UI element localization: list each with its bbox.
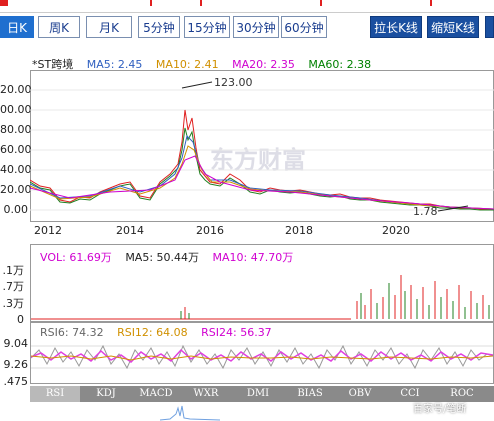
rsi24-label: RSI24: 56.37 xyxy=(201,326,272,339)
price-chart xyxy=(30,81,494,212)
price-tick: 60.00 xyxy=(0,143,32,156)
tab-60min[interactable]: 60分钟 xyxy=(281,16,327,38)
stock-name: *ST跨境 xyxy=(32,58,74,71)
low-label: 1.78 xyxy=(413,205,438,218)
rsi-tick: .475 xyxy=(3,375,29,388)
vol-tick: .7万 xyxy=(2,280,25,293)
mini-chart xyxy=(160,405,220,421)
watermark: 东方财富 xyxy=(210,146,306,174)
rsi-tick: 9.26 xyxy=(3,358,29,371)
price-tick: 40.00 xyxy=(0,163,32,176)
vol-label: VOL: 61.69万 xyxy=(40,251,112,264)
vol-tick: .1万 xyxy=(2,264,25,277)
tab-monthly[interactable]: 月K xyxy=(86,16,132,38)
rsi-chart xyxy=(31,344,493,370)
tab-daily[interactable]: 日K xyxy=(0,16,34,38)
indicator-tab-bias[interactable]: BIAS xyxy=(297,388,323,399)
tab-5min[interactable]: 5分钟 xyxy=(138,16,180,38)
year-label: 2018 xyxy=(285,224,313,237)
vol-ma10-label: MA10: 47.70万 xyxy=(212,251,294,264)
credit-label: 百家号/笔断 xyxy=(413,404,467,415)
price-tick: 20.00 xyxy=(0,183,32,196)
tab-15min[interactable]: 15分钟 xyxy=(184,16,230,38)
extra-button[interactable] xyxy=(485,16,494,38)
year-label: 2014 xyxy=(116,224,144,237)
ma-line xyxy=(30,155,494,210)
indicator-tab-rsi[interactable]: RSI xyxy=(30,386,80,402)
ma10-label: MA10: 2.41 xyxy=(155,58,219,71)
indicator-tab-kdj[interactable]: KDJ xyxy=(96,388,116,399)
indicator-tab-dmi[interactable]: DMI xyxy=(246,388,270,399)
indicator-tab-macd[interactable]: MACD xyxy=(139,388,173,399)
price-line-lower xyxy=(30,127,494,211)
indicator-tab-roc[interactable]: ROC xyxy=(450,388,474,399)
vol-tick: .3万 xyxy=(2,297,25,310)
price-tick: 00.00 xyxy=(0,103,32,116)
rsi-tick: 9.04 xyxy=(3,337,29,350)
rsi-line xyxy=(31,355,493,361)
indicator-tab-obv[interactable]: OBV xyxy=(348,388,372,399)
price-tick: 80.00 xyxy=(0,123,32,136)
top-strip xyxy=(0,0,494,13)
price-tick: 20.00 xyxy=(0,83,32,96)
volume-legend: VOL: 61.69万 MA5: 50.44万 MA10: 47.70万 xyxy=(40,249,303,265)
high-arrow xyxy=(181,81,213,89)
rsi-legend: RSI6: 74.32 RSI12: 64.08 RSI24: 56.37 xyxy=(40,326,282,339)
indicator-tab-wxr[interactable]: WXR xyxy=(193,388,219,399)
year-label: 2020 xyxy=(382,224,410,237)
vol-ma5-label: MA5: 50.44万 xyxy=(125,251,200,264)
rsi12-label: RSI12: 64.08 xyxy=(117,326,188,339)
rsi6-label: RSI6: 74.32 xyxy=(40,326,104,339)
tab-weekly[interactable]: 周K xyxy=(38,16,80,38)
vol-tick: 0 xyxy=(17,313,24,326)
ma-line xyxy=(30,135,494,210)
tab-30min[interactable]: 30分钟 xyxy=(233,16,279,38)
ma-legend: *ST跨境 MA5: 2.45 MA10: 2.41 MA20: 2.35 MA… xyxy=(32,56,494,72)
low-arrow xyxy=(437,205,469,212)
stretch-kline-button[interactable]: 拉长K线 xyxy=(370,16,422,38)
year-label: 2016 xyxy=(196,224,224,237)
indicator-bar xyxy=(30,386,494,402)
ma-line xyxy=(30,145,494,210)
volume-chart xyxy=(31,275,490,320)
year-label: 2012 xyxy=(34,224,62,237)
indicator-tab-cci[interactable]: CCI xyxy=(400,388,420,399)
shrink-kline-button[interactable]: 缩短K线 xyxy=(427,16,479,38)
ma60-label: MA60: 2.38 xyxy=(308,58,372,71)
price-tick: 0.00 xyxy=(3,203,29,216)
high-label: 123.00 xyxy=(214,76,253,89)
ma20-label: MA20: 2.35 xyxy=(232,58,295,71)
period-tabs: 日K 周K 月K 5分钟 15分钟 30分钟 60分钟 拉长K线 缩短K线 xyxy=(0,16,494,40)
ma5-label: MA5: 2.45 xyxy=(86,58,143,71)
rsi-line xyxy=(31,348,493,363)
